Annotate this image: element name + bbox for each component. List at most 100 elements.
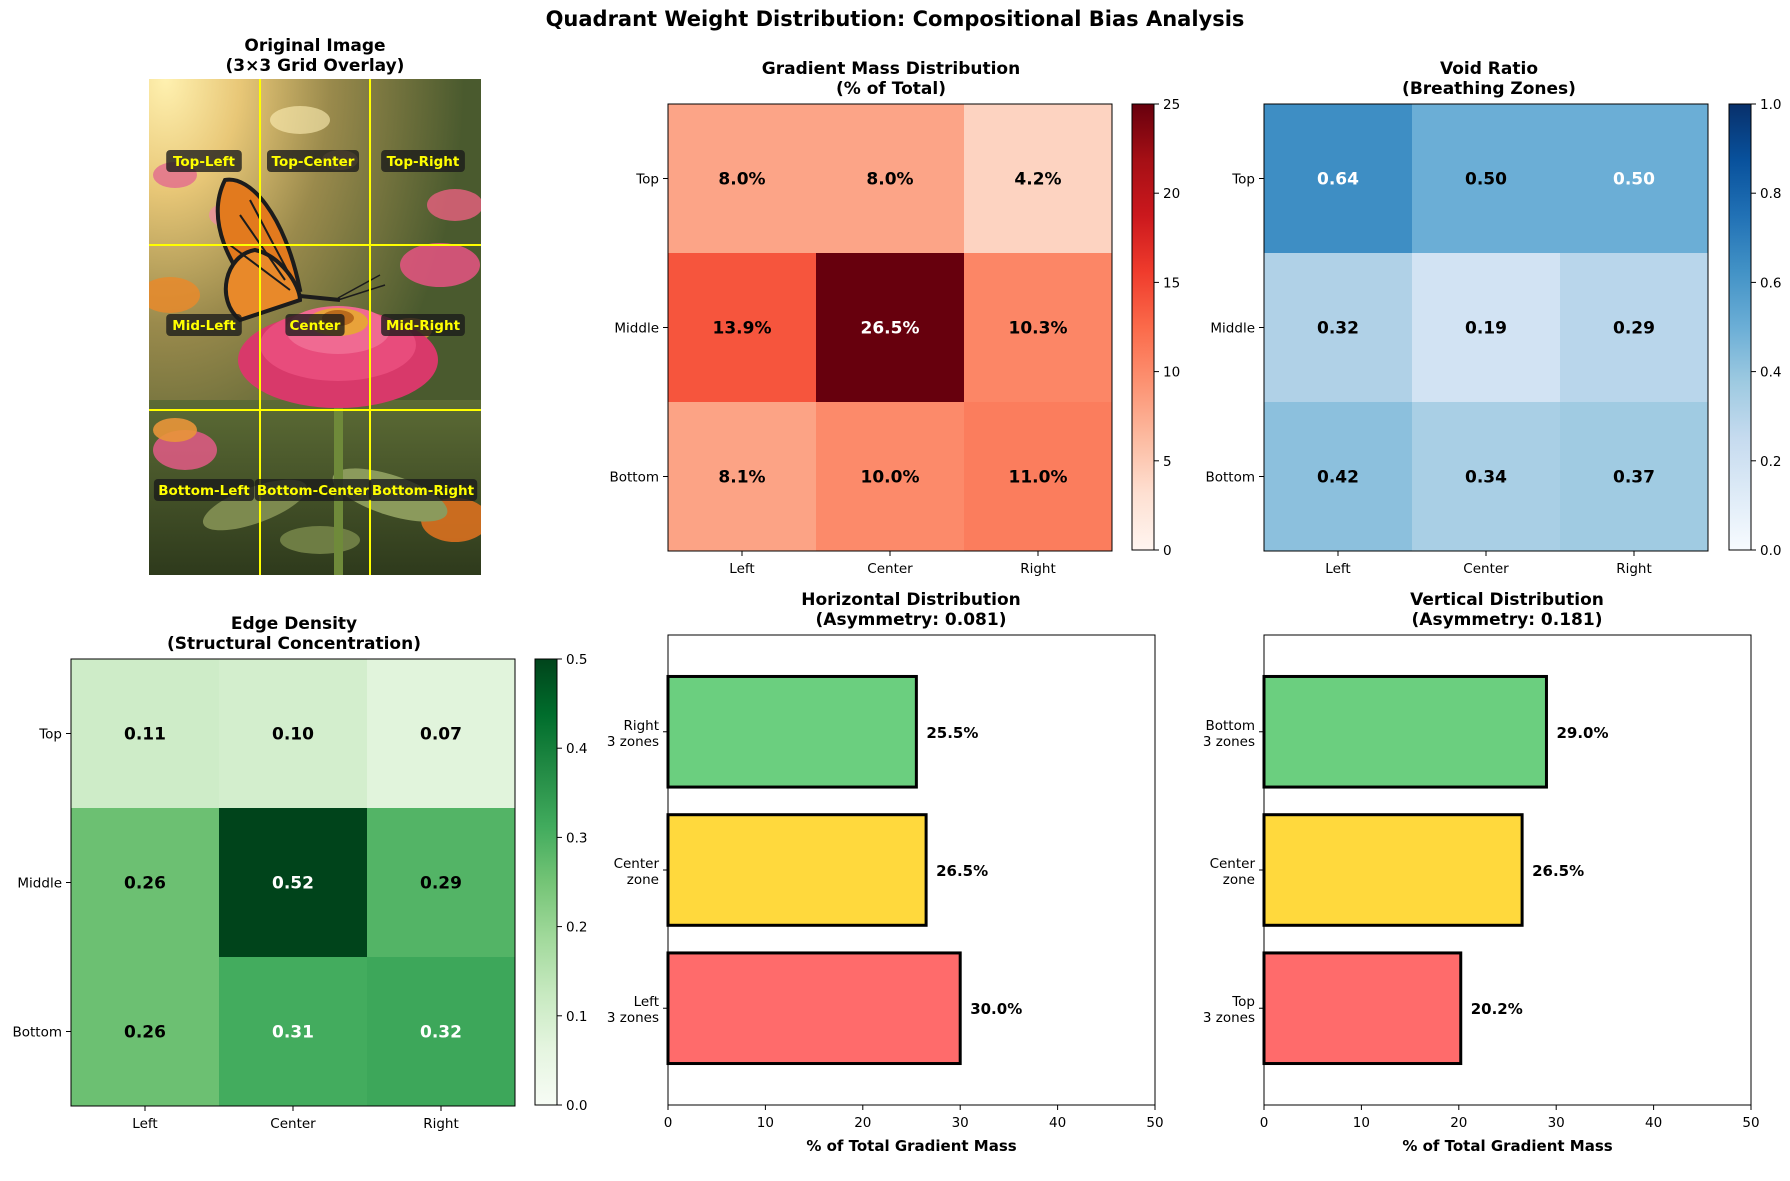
heatmap-cell-label: 10.3% [1009,319,1068,339]
bar-category-label: Left [634,994,659,1010]
bar-x-tick: 30 [1548,1115,1565,1131]
colorbar-tick: 0.8 [1760,186,1781,202]
bar-x-tick: 50 [1146,1115,1163,1131]
heatmap-y-tick: Middle [1210,321,1255,337]
heatmap-cell-label: 0.19 [1465,319,1507,339]
vertical-distribution-chart: Vertical Distribution(Asymmetry: 0.181) 2… [1203,590,1760,1155]
bar-title-line1: Horizontal Distribution [801,590,1021,610]
horizontal-distribution-chart: Horizontal Distribution(Asymmetry: 0.081… [607,590,1164,1155]
colorbar-tick: 0.4 [1760,365,1781,381]
heatmap-cell [71,808,220,958]
svg-text:Top-Right: Top-Right [387,154,460,170]
heatmap-cell [219,659,368,809]
heatmap-cell-label: 0.31 [272,1023,314,1043]
heatmap-title-line1: Void Ratio [1440,59,1538,79]
heatmap-y-tick: Top [1231,172,1255,188]
zone-label-top-left: Top-Left [166,150,242,172]
bar-category-label: Top [1231,994,1255,1010]
heatmap-cell [668,402,817,552]
bar [666,674,918,789]
colorbar-tick: 25 [1163,97,1180,113]
heatmap-y-tick: Middle [614,321,659,337]
heatmap-cell-label: 11.0% [1009,468,1068,488]
heatmap-title-line2: (Breathing Zones) [1402,79,1576,99]
heatmap-cell [668,104,817,254]
colorbar-tick: 5 [1163,454,1172,470]
bar-x-tick: 40 [1645,1115,1662,1131]
zone-label-top-center: Top-Center [267,150,359,172]
heatmap-cell [367,659,516,809]
colorbar-tick: 15 [1163,275,1180,291]
heatmap-cell [1560,253,1709,403]
bar-x-tick: 30 [952,1115,969,1131]
svg-text:Top-Center: Top-Center [272,154,355,170]
bar-value-label: 25.5% [926,724,978,742]
colorbar [1131,103,1155,551]
heatmap-cell [367,957,516,1107]
bar-x-tick: 10 [757,1115,774,1131]
photo-title-line2: (3×3 Grid Overlay) [226,56,405,76]
zone-label-bottom-left: Bottom-Left [153,479,255,501]
heatmap-cell-label: 0.07 [420,725,462,745]
heatmap-y-tick: Bottom [1205,470,1255,486]
bar-category-label: Right [623,718,659,734]
zone-label-bottom-center: Bottom-Center [254,479,372,501]
heatmap-cell [816,253,965,403]
photo-panel: Original Image (3×3 Grid Overlay) [149,36,481,575]
bar-title-line2: (Asymmetry: 0.081) [816,610,1007,630]
heatmap-cell-label: 0.29 [420,874,462,894]
heatmap-x-tick: Right [423,1116,459,1132]
zone-label-bottom-right: Bottom-Right [368,479,478,501]
heatmap-cell-label: 0.34 [1465,468,1507,488]
bar-category-label: Center [1210,856,1256,872]
colorbar-tick: 10 [1163,365,1180,381]
bar-category-label: Center [614,856,660,872]
bar [1262,674,1548,789]
bar-title-line2: (Asymmetry: 0.181) [1412,610,1603,630]
figure-title: Quadrant Weight Distribution: Compositio… [546,7,1245,31]
heatmap-cell-label: 26.5% [861,319,920,339]
heatmap-cell [1560,104,1709,254]
bar-category-sublabel: 3 zones [1203,1010,1255,1026]
heatmap-title-line1: Edge Density [231,614,357,634]
heatmap-cell [1264,253,1413,403]
colorbar-tick: 0.6 [1760,275,1781,291]
heatmap-cell-label: 0.50 [1465,170,1507,190]
bar-category-sublabel: 3 zones [607,1010,659,1026]
heatmap-cell-label: 4.2% [1014,170,1061,190]
heatmap-cell-label: 10.0% [861,468,920,488]
colorbar-tick: 0.5 [566,652,587,668]
bar-x-tick: 20 [854,1115,871,1131]
heatmap-cell [668,253,817,403]
svg-text:Mid-Right: Mid-Right [386,318,461,334]
zone-label-top-right: Top-Right [381,150,465,172]
svg-text:Bottom-Left: Bottom-Left [158,483,250,499]
heatmap-cell [219,957,368,1107]
bar-category-sublabel: zone [627,872,659,888]
bar-x-tick: 0 [1260,1115,1269,1131]
heatmap-cell-label: 8.0% [866,170,913,190]
heatmap-cell [71,659,220,809]
heatmap-cell [1412,104,1561,254]
heatmap-y-tick: Middle [17,876,62,892]
heatmap-y-tick: Top [635,172,659,188]
heatmap-y-tick: Bottom [609,470,659,486]
bar [1262,813,1524,927]
colorbar [1728,103,1752,551]
bar-x-axis-label: % of Total Gradient Mass [1402,1137,1612,1155]
heatmap-x-tick: Right [1020,561,1056,577]
heatmap-cell [1412,253,1561,403]
heatmap-cell-label: 0.26 [124,874,166,894]
bar-value-label: 26.5% [1532,862,1584,880]
photo-title-line1: Original Image [244,36,385,56]
heatmap-cell-label: 0.10 [272,725,314,745]
heatmap-cell-label: 0.32 [420,1023,462,1043]
svg-text:Top-Left: Top-Left [173,154,236,170]
gradient-mass-heatmap: Gradient Mass Distribution(% of Total) 8.… [609,59,1180,577]
heatmap-cell [1264,104,1413,254]
svg-text:Center: Center [290,318,341,334]
zone-label-mid-right: Mid-Right [381,314,465,336]
svg-text:Bottom-Right: Bottom-Right [372,483,475,499]
heatmap-cell [964,104,1113,254]
